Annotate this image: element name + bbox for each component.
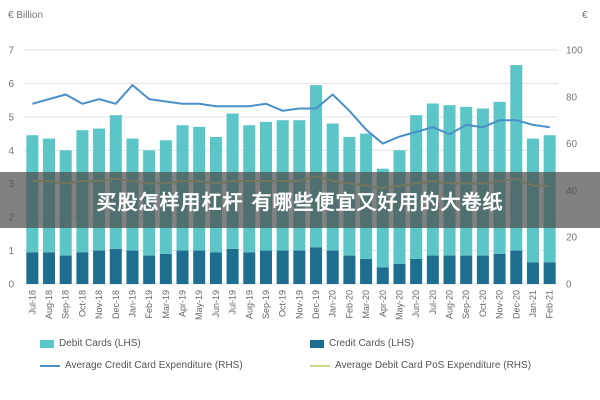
y-left-tick-label: 5	[8, 112, 14, 123]
x-tick-label: Sep-18	[61, 290, 71, 319]
legend-swatch	[310, 339, 324, 348]
bar-credit-cards	[310, 247, 323, 284]
x-tick-label: Mar-20	[361, 290, 371, 319]
y-left-tick-label: 4	[8, 146, 14, 157]
banner-text: 买股怎样用杠杆 有哪些便宜又好用的大卷纸	[96, 189, 504, 214]
bar-credit-cards	[93, 250, 106, 284]
legend-swatch	[40, 364, 60, 367]
x-tick-label: Nov-18	[94, 290, 104, 319]
x-tick-label: Apr-19	[178, 290, 188, 317]
bar-credit-cards	[476, 255, 489, 284]
right-axis-unit-label: €	[582, 10, 588, 21]
legend-label: Average Debit Card PoS Expenditure (RHS)	[335, 360, 532, 371]
bar-credit-cards	[493, 253, 506, 284]
bar-credit-cards	[159, 253, 172, 284]
x-tick-label: Mar-19	[161, 290, 171, 319]
x-tick-label: Jan-20	[328, 290, 338, 318]
y-left-tick-label: 7	[8, 46, 14, 57]
legend-label: Average Credit Card Expenditure (RHS)	[65, 360, 243, 371]
y-left-tick-label: 6	[8, 79, 14, 90]
bar-credit-cards	[376, 267, 389, 284]
x-tick-label: Oct-18	[77, 290, 87, 317]
tick-labels: 01234567020406080100Jul-18Aug-18Sep-18Oc…	[8, 46, 583, 321]
x-tick-label: Oct-20	[478, 290, 488, 317]
x-tick-label: Apr-20	[378, 290, 388, 317]
bar-credit-cards	[393, 263, 406, 284]
y-left-tick-label: 1	[8, 246, 14, 257]
bar-credit-cards	[526, 262, 539, 284]
legend-item-avg-credit-expenditure: Average Credit Card Expenditure (RHS)	[40, 360, 243, 371]
x-tick-label: Aug-18	[44, 290, 54, 319]
bar-credit-cards	[43, 252, 56, 284]
left-axis-unit-label: € Billion	[8, 10, 43, 21]
bar-credit-cards	[109, 248, 122, 284]
x-tick-label: Aug-19	[244, 290, 254, 319]
overlay-banner: 买股怎样用杠杆 有哪些便宜又好用的大卷纸	[0, 172, 600, 228]
bar-credit-cards	[243, 252, 256, 284]
x-tick-label: Dec-18	[111, 290, 121, 319]
x-tick-label: Feb-19	[144, 290, 154, 319]
x-tick-label: Jun-20	[411, 290, 421, 318]
x-tick-label: Feb-20	[344, 290, 354, 319]
bar-credit-cards	[259, 250, 272, 284]
bar-credit-cards	[460, 255, 473, 284]
x-tick-label: Dec-19	[311, 290, 321, 319]
bar-credit-cards	[543, 262, 556, 284]
legend-swatch	[40, 339, 54, 348]
y-right-tick-label: 80	[566, 92, 578, 103]
line-avg-credit-expenditure	[32, 84, 550, 145]
bar-credit-cards	[360, 258, 373, 284]
bar-credit-cards	[276, 250, 289, 284]
y-right-tick-label: 0	[566, 280, 572, 291]
bar-credit-cards	[426, 255, 439, 284]
bar-credit-cards	[26, 252, 39, 284]
bar-credit-cards	[126, 250, 139, 284]
y-right-tick-label: 60	[566, 139, 578, 150]
legend-item-credit-cards: Credit Cards (LHS)	[310, 338, 414, 349]
bar-credit-cards	[143, 255, 156, 284]
bar-credit-cards	[443, 255, 456, 284]
bar-credit-cards	[293, 250, 306, 284]
bar-credit-cards	[76, 252, 89, 284]
bar-credit-cards	[410, 258, 423, 284]
bar-credit-cards	[209, 252, 222, 284]
x-tick-label: Oct-19	[278, 290, 288, 317]
bar-credit-cards	[343, 255, 356, 284]
x-tick-label: Sep-19	[261, 290, 271, 319]
x-tick-label: Jan-21	[528, 290, 538, 318]
y-right-tick-label: 100	[566, 46, 583, 57]
bar-credit-cards	[59, 255, 72, 284]
x-tick-label: Aug-20	[445, 290, 455, 319]
x-tick-label: Jan-19	[127, 290, 137, 318]
legend-item-avg-debit-pos-expenditure: Average Debit Card PoS Expenditure (RHS)	[310, 360, 531, 371]
x-tick-label: Nov-19	[294, 290, 304, 319]
x-tick-label: Jul-19	[228, 290, 238, 315]
y-right-tick-label: 20	[566, 233, 578, 244]
bar-credit-cards	[176, 250, 189, 284]
bar-credit-cards	[193, 250, 206, 284]
chart-svg: 01234567020406080100Jul-18Aug-18Sep-18Oc…	[8, 10, 588, 321]
legend-label: Debit Cards (LHS)	[59, 338, 141, 349]
bar-credit-cards	[326, 250, 339, 284]
x-tick-label: May-19	[194, 290, 204, 320]
y-left-tick-label: 0	[8, 280, 14, 291]
x-tick-label: Jun-19	[211, 290, 221, 318]
x-tick-label: May-20	[394, 290, 404, 320]
x-tick-label: Feb-21	[545, 290, 555, 319]
bar-credit-cards	[226, 248, 239, 284]
legend-label: Credit Cards (LHS)	[329, 338, 415, 349]
x-tick-label: Dec-20	[511, 290, 521, 319]
legend-swatch	[310, 364, 330, 367]
x-tick-label: Jul-18	[27, 290, 37, 315]
legend-item-debit-cards: Debit Cards (LHS)	[40, 338, 141, 349]
x-tick-label: Nov-20	[495, 290, 505, 319]
x-tick-label: Jul-20	[428, 290, 438, 315]
x-tick-label: Sep-20	[461, 290, 471, 319]
legend: Debit Cards (LHS) Credit Cards (LHS) Ave…	[40, 332, 580, 396]
bar-credit-cards	[510, 250, 523, 284]
